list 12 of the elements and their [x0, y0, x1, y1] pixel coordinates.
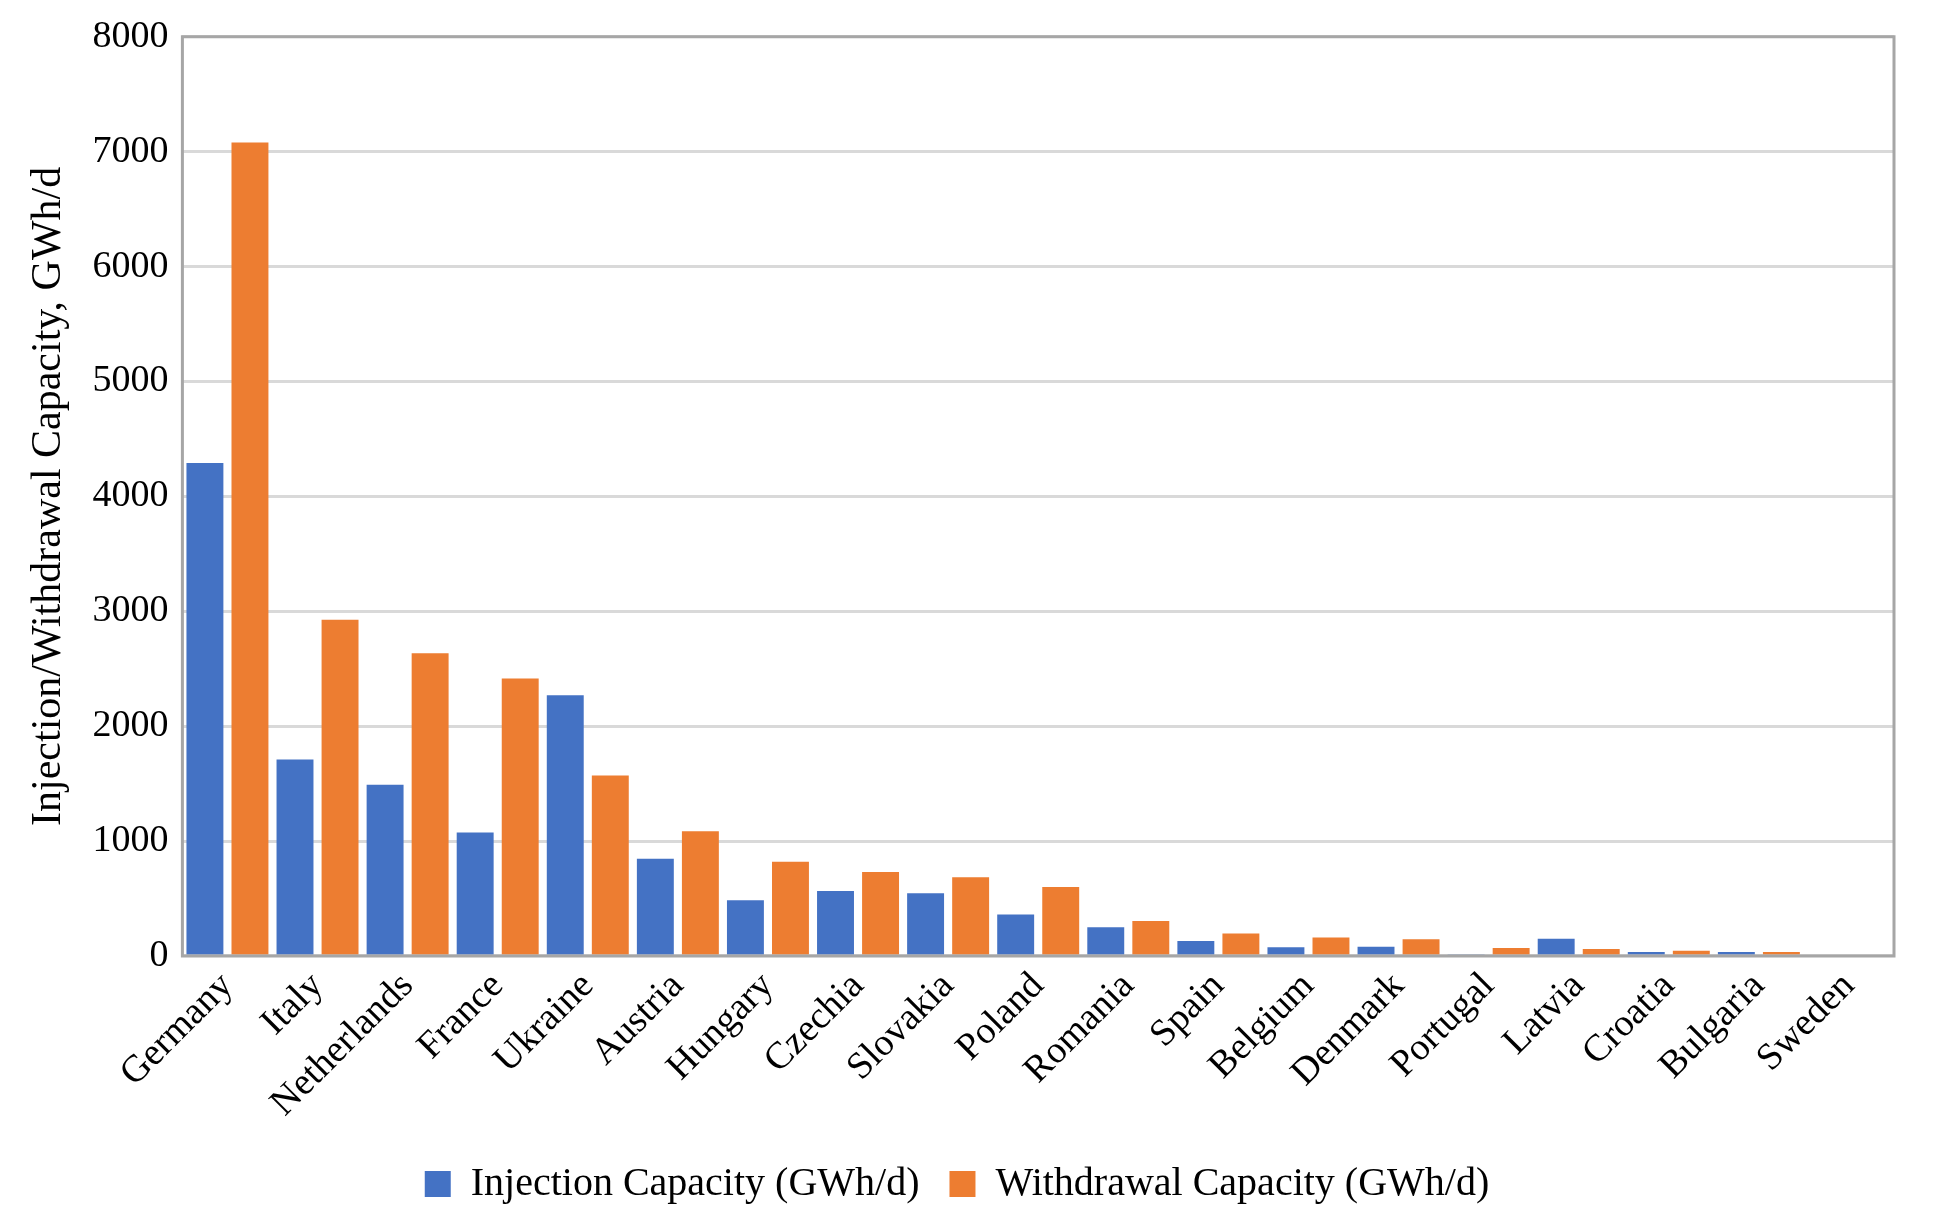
y-tick-label: 4000 [92, 472, 169, 515]
y-tick-label: 6000 [92, 242, 169, 285]
y-tick-label: 3000 [92, 587, 169, 630]
y-tick-label: 0 [149, 931, 169, 974]
y-tick-label: 8000 [92, 12, 169, 55]
y-tick-label: 1000 [92, 817, 169, 860]
legend-label: Injection Capacity (GWh/d) [470, 1158, 920, 1204]
y-axis-title: Injection/Withdrawal Capacity, GWh/d [23, 166, 70, 826]
y-tick-label: 2000 [92, 702, 169, 745]
y-tick-label: 7000 [92, 127, 169, 170]
y-tick-label: 5000 [92, 357, 169, 400]
legend-label: Withdrawal Capacity (GWh/d) [995, 1158, 1490, 1204]
